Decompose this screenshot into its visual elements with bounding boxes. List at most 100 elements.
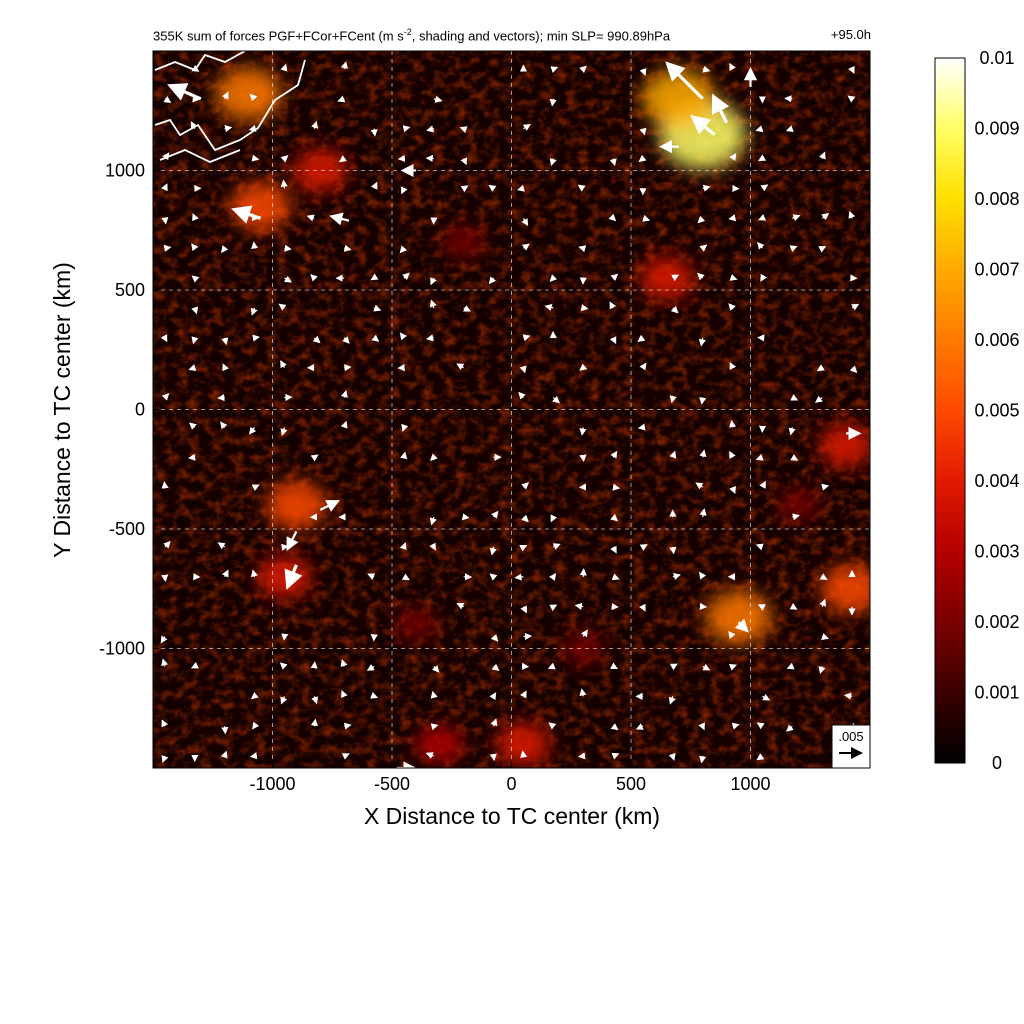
vector-arrow-small <box>698 722 705 731</box>
vector-arrow-small <box>489 753 497 762</box>
vector-arrow-small <box>399 245 408 254</box>
vector-arrow-small <box>161 658 169 667</box>
vector-arrow-small <box>279 662 288 670</box>
vector-arrow-small <box>789 245 798 253</box>
vector-arrow-small <box>191 336 199 345</box>
vector-arrow-small <box>311 696 319 705</box>
y-tick-label: 0 <box>135 400 145 420</box>
vector-arrow-4 <box>665 61 704 100</box>
vector-arrow-small <box>758 154 767 162</box>
vector-arrow-small <box>400 186 408 195</box>
vector-arrow-small <box>670 305 679 314</box>
vector-arrow-small <box>729 485 736 495</box>
colorbar: 0 0.001 0.002 0.003 0.004 0.005 0.006 0.007 0.00… <box>934 48 1020 773</box>
vector-arrow-small <box>756 722 765 730</box>
vector-arrow-small <box>699 571 707 580</box>
vector-arrow-small <box>818 666 826 674</box>
vector-arrow-small <box>370 273 379 281</box>
vector-arrow-small <box>280 427 288 437</box>
vector-arrow-small <box>756 753 765 761</box>
vector-arrow-small <box>221 91 229 100</box>
vector-arrow-small <box>549 158 557 167</box>
vector-arrow-small <box>373 304 382 312</box>
vector-arrow-small <box>161 183 168 192</box>
vector-arrow-small <box>490 634 499 642</box>
vector-arrow-small <box>342 336 350 344</box>
y-tick-label: 500 <box>115 280 145 300</box>
vector-arrow-small <box>491 510 499 519</box>
vector-arrow-small <box>728 303 736 311</box>
vector-arrow-small <box>639 67 647 76</box>
vector-arrow-small <box>638 154 647 163</box>
vector-arrow-small <box>399 332 408 341</box>
vector-arrow-small <box>311 120 319 129</box>
colorbar-tick-label: 0.003 <box>974 542 1019 562</box>
vector-arrow-small <box>728 664 737 671</box>
vector-arrow-small <box>728 420 737 428</box>
vector-arrow-small <box>250 307 258 316</box>
vector-arrow-small <box>220 421 228 430</box>
colorbar-tick-label: 0.007 <box>974 260 1019 280</box>
vector-arrow-small <box>580 304 589 312</box>
vector-arrow-small <box>338 155 347 163</box>
vector-arrow-small <box>426 125 435 133</box>
vector-arrow-small <box>280 360 287 369</box>
vector-arrow-small <box>637 423 646 431</box>
vector-arrow-6 <box>711 93 730 124</box>
vector-arrow-small <box>789 602 798 610</box>
vector-arrow-small <box>519 544 528 552</box>
hotspot-5 <box>266 481 327 530</box>
vector-arrow-10 <box>286 530 299 551</box>
colorbar-tick-label: 0.005 <box>974 401 1019 421</box>
x-tick-label: -1000 <box>249 774 295 794</box>
vector-arrow-small <box>792 513 800 521</box>
vector-arrow-small <box>610 723 619 731</box>
vector-arrow-small <box>252 721 260 730</box>
vector-arrow-small <box>399 542 407 551</box>
vector-arrow-small <box>252 334 260 342</box>
vector-arrow-small <box>612 483 621 491</box>
vector-arrow-small <box>366 664 375 671</box>
y-tick-label: -500 <box>109 519 145 539</box>
vector-arrow-small <box>188 422 197 430</box>
vector-arrow-small <box>344 364 352 372</box>
vector-arrow-small <box>160 334 168 343</box>
vector-arrow-small <box>251 241 259 250</box>
vector-arrow-small <box>222 363 229 372</box>
vector-arrow-small <box>668 696 676 705</box>
y-tick-label: -1000 <box>99 639 145 659</box>
colorbar-tick-label: 0.006 <box>974 330 1019 350</box>
vector-arrow-small <box>729 273 738 281</box>
vector-arrow-small <box>425 752 435 759</box>
vector-arrow-small <box>699 397 707 405</box>
vector-arrow-small <box>278 303 287 311</box>
vector-arrow-small <box>280 179 288 189</box>
vector-arrow-small <box>221 569 229 578</box>
vector-arrow-small <box>401 573 410 581</box>
vector-arrow-small <box>609 662 619 670</box>
vector-arrow-small <box>790 394 799 401</box>
vector-arrow-small <box>819 598 827 607</box>
vector-arrow-small <box>552 543 561 550</box>
vector-arrow-small <box>221 337 229 346</box>
vector-arrow-small <box>343 722 352 730</box>
forecast-hour: +95.0h <box>830 27 871 42</box>
vector-arrow-small <box>758 214 767 221</box>
hotspot-9 <box>819 423 870 467</box>
vector-arrow-small <box>611 752 620 760</box>
vector-arrow-small <box>757 241 765 250</box>
vector-arrow-1 <box>231 205 262 224</box>
vector-arrow-small <box>729 361 737 371</box>
vector-arrow-small <box>340 61 348 70</box>
vector-arrow-small <box>552 395 560 404</box>
vector-arrow-small <box>669 546 677 555</box>
vector-arrow-small <box>224 125 233 133</box>
vector-arrow-small <box>425 154 434 163</box>
vector-arrow-small <box>426 334 434 342</box>
x-tick-label: -500 <box>374 774 410 794</box>
vector-arrow-small <box>251 484 260 492</box>
vector-arrow-small <box>248 426 257 435</box>
vector-arrow-5 <box>690 115 716 136</box>
vector-arrow-small <box>249 93 258 102</box>
hotspot-2 <box>215 67 282 121</box>
